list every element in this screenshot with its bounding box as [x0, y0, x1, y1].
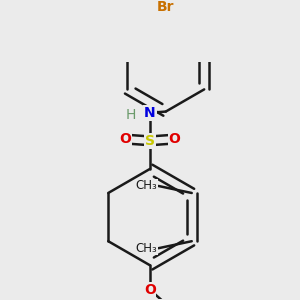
Text: S: S	[145, 134, 155, 148]
Text: O: O	[169, 132, 181, 146]
Text: O: O	[119, 132, 131, 146]
Text: H: H	[125, 107, 136, 122]
Text: O: O	[144, 283, 156, 297]
Text: N: N	[144, 106, 156, 120]
Text: Br: Br	[157, 0, 175, 14]
Text: CH₃: CH₃	[136, 179, 158, 193]
Text: CH₃: CH₃	[136, 242, 158, 255]
